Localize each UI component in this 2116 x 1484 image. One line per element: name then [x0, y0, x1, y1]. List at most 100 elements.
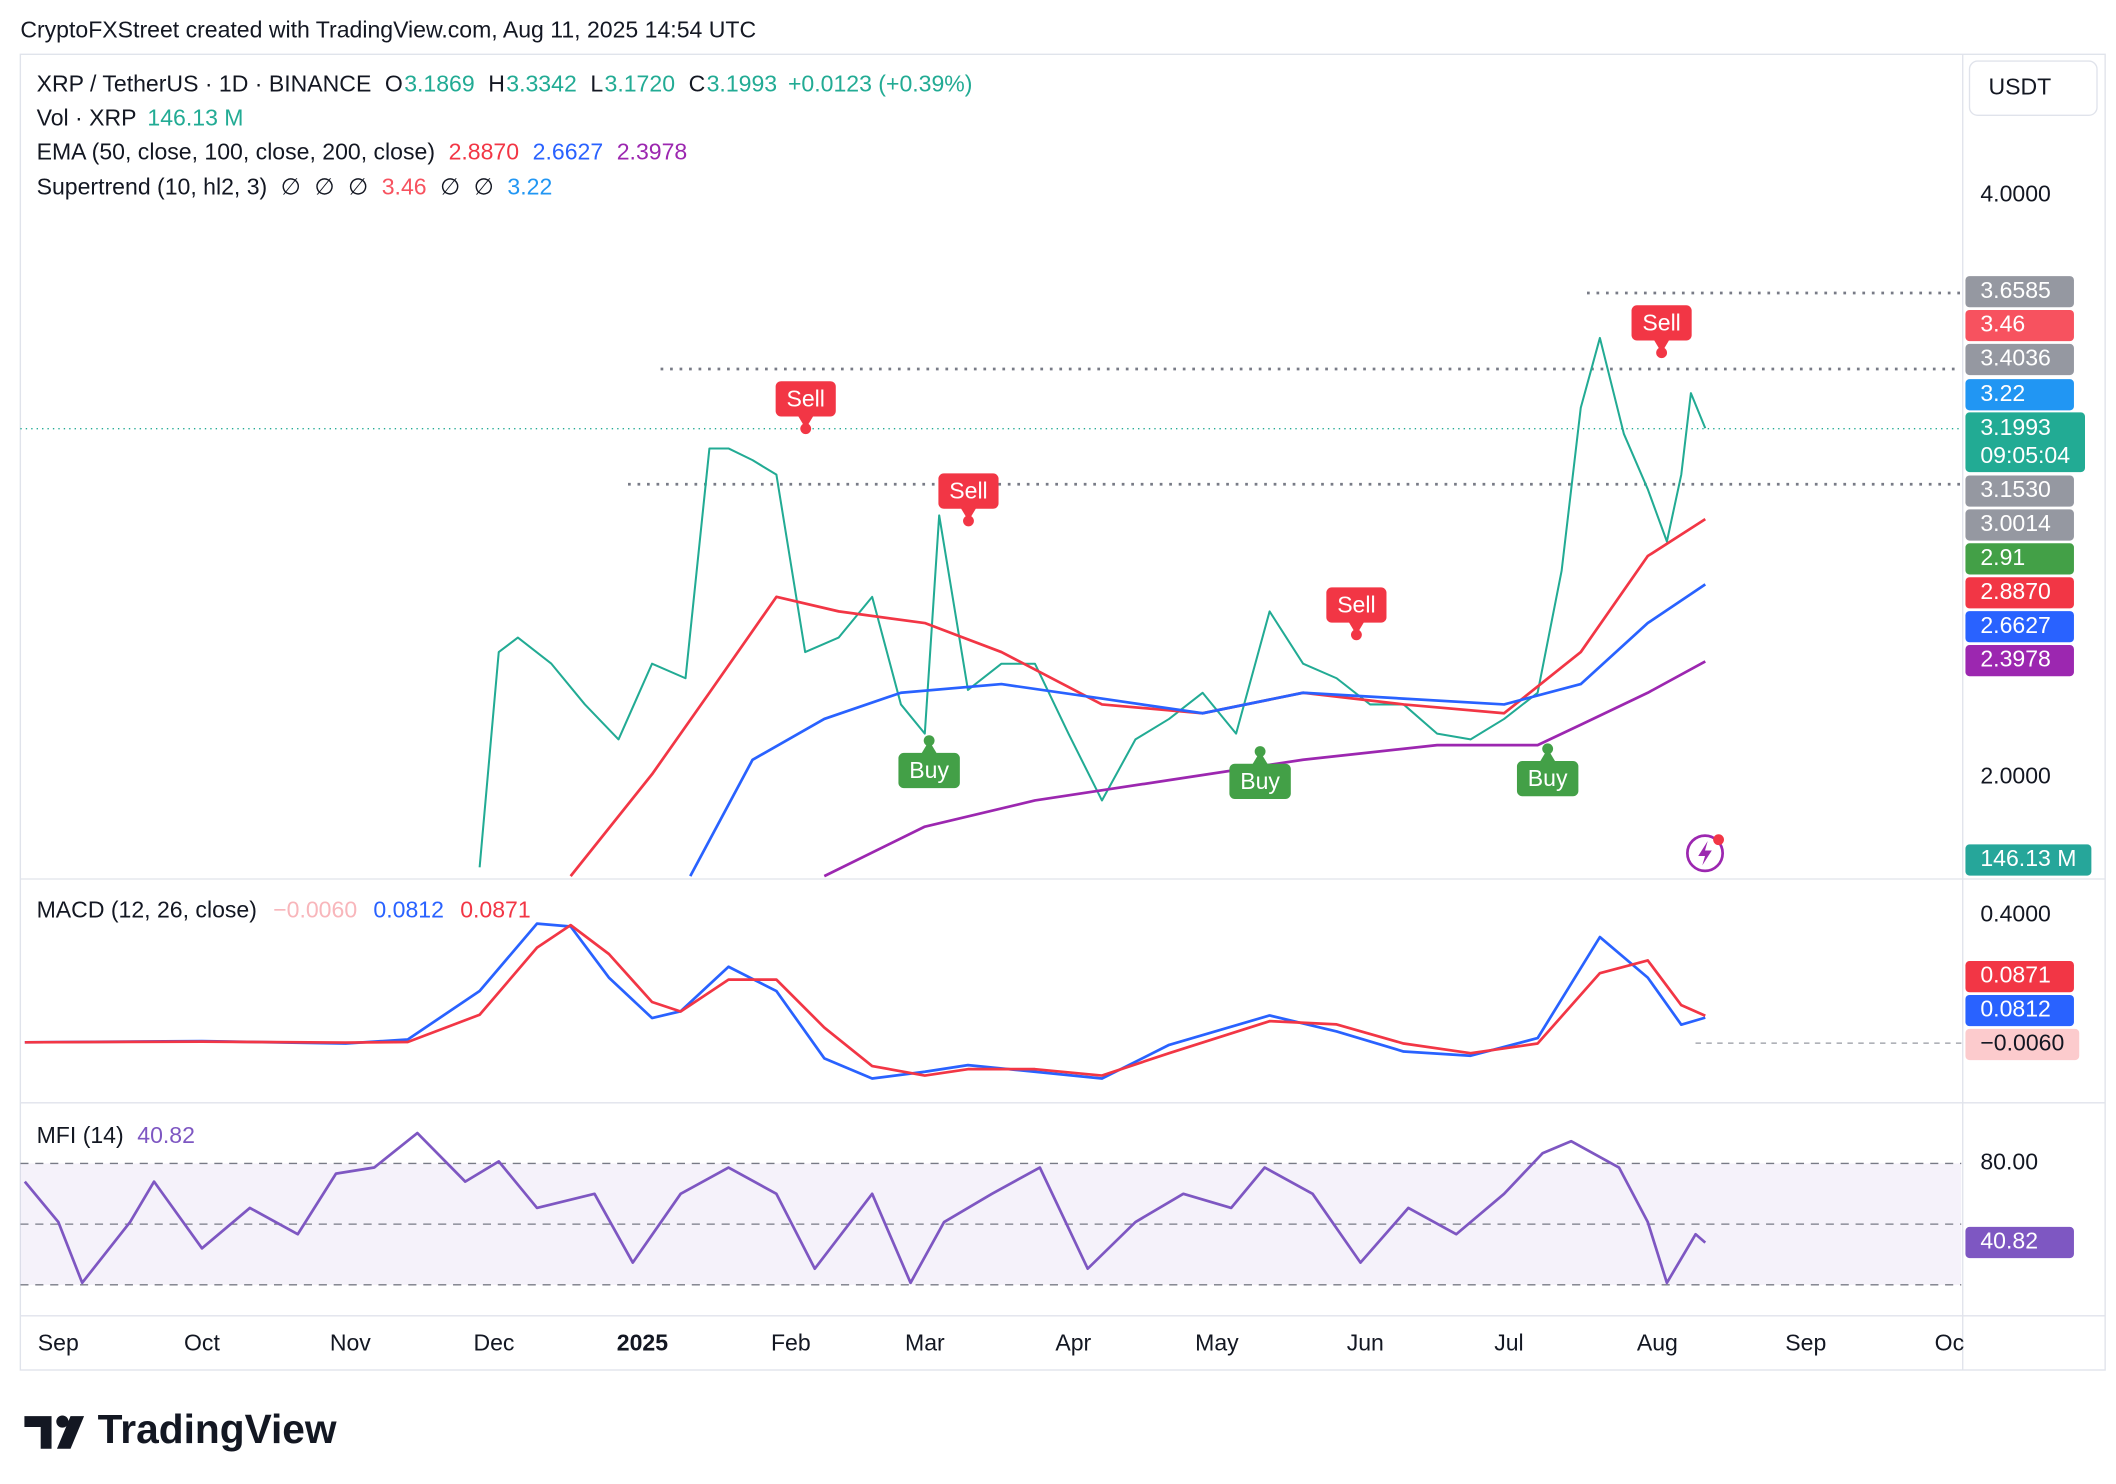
signal-box: [938, 473, 999, 509]
price-badge-text: 2.6627: [1980, 612, 2050, 638]
signal-box: [898, 752, 960, 789]
y-tick-label: 0.4000: [1980, 901, 2050, 927]
frame: [19, 53, 2106, 1371]
series-line: [689, 583, 1707, 877]
x-tick-label: Apr: [1055, 1329, 1091, 1355]
price-badge: [1965, 343, 2074, 376]
series-line: [23, 1131, 1707, 1285]
price-badge: [1965, 379, 2074, 411]
legend-text: 2.3978: [617, 138, 688, 164]
x-tick-label: Sep: [38, 1329, 79, 1355]
price-badge: [1965, 543, 2074, 575]
legend-text: 0.0812: [373, 897, 444, 923]
x-tick-label: Jul: [1494, 1329, 1523, 1355]
signal-pointer: [1653, 339, 1670, 353]
legend-text: O: [385, 71, 403, 97]
signal-pointer: [1251, 751, 1269, 766]
x-tick-label: Aug: [1637, 1329, 1678, 1355]
price-badge: [1965, 1226, 2074, 1259]
price-badge: [1965, 961, 2074, 993]
legend-text: 3.46: [382, 174, 427, 200]
series-line: [478, 336, 1707, 868]
currency-box: [1968, 60, 2098, 117]
price-badge-text: 3.22: [1980, 380, 2025, 406]
x-tick-label: Oc: [1935, 1329, 1964, 1355]
legend-text: EMA (50, close, 100, close, 200, close): [37, 138, 435, 164]
x-tick-label: Jun: [1347, 1329, 1384, 1355]
legend-text: C: [689, 71, 706, 97]
price-badge: [1965, 994, 2074, 1027]
legend-text: L: [590, 71, 603, 97]
legend-text: −0.0060: [273, 897, 357, 923]
signal-pointer: [921, 740, 938, 755]
legend-text: 146.13 M: [147, 105, 243, 131]
x-tick-label: Dec: [473, 1329, 514, 1355]
price-badge: [1965, 475, 2074, 507]
signal-dot: [800, 423, 812, 435]
series-line: [823, 660, 1706, 878]
legend-text: +0.0123 (+0.39%): [788, 71, 973, 97]
pane: [20, 1131, 1962, 1286]
pane: [478, 336, 1707, 878]
signal-box: [1516, 760, 1579, 797]
x-tick-label: Mar: [905, 1329, 945, 1355]
series-line: [569, 518, 1707, 877]
price-badge: [1965, 844, 2092, 876]
legend-text: Supertrend (10, hl2, 3): [37, 174, 268, 200]
signal-dot: [963, 515, 974, 527]
legend-text: MFI (14): [37, 1122, 124, 1148]
price-badge: [1965, 1028, 2080, 1061]
signal-dot: [1254, 746, 1266, 757]
signal-label: Sell: [1642, 309, 1680, 335]
signal-dot: [1542, 743, 1554, 755]
price-badge-text: 3.4036: [1980, 345, 2050, 371]
price-badge-text: 146.13 M: [1980, 845, 2076, 871]
legend-text: Vol · XRP: [37, 105, 137, 131]
logo-icon: [24, 1415, 85, 1449]
y-tick-label: 4.0000: [1980, 180, 2050, 206]
legend-text: 2.6627: [533, 138, 604, 164]
legend-text: ∅: [314, 174, 334, 200]
x-tick-label: Sep: [1785, 1329, 1826, 1355]
price-badge: [1965, 276, 2074, 308]
price-badge: [1965, 509, 2074, 541]
legend-text: H: [488, 71, 505, 97]
signal-pointer: [1348, 621, 1365, 635]
signal-pointer: [797, 415, 814, 429]
price-badge-text: 3.46: [1980, 311, 2025, 337]
legend-text: 0.0871: [460, 897, 531, 923]
signal-dot: [1350, 629, 1362, 641]
signal-label: Buy: [1240, 768, 1280, 794]
legend-text: 3.3342: [506, 71, 577, 97]
signal-label: Sell: [949, 478, 987, 504]
legend-text: MACD (12, 26, close): [37, 897, 257, 923]
attribution: CryptoFXStreet created with TradingView.…: [20, 16, 756, 42]
signal-pointer: [1539, 748, 1556, 763]
legend-text: 3.22: [507, 174, 552, 200]
price-badge: [1965, 577, 2074, 609]
legend-text: 40.82: [137, 1122, 195, 1148]
price-badge-text: −0.0060: [1980, 1030, 2064, 1056]
legend-text: 3.1993: [707, 71, 777, 97]
price-badge-text: 40.82: [1980, 1228, 2038, 1254]
series-line: [24, 923, 1706, 1077]
signal-label: Sell: [1337, 591, 1375, 617]
price-badge-subtext: 09:05:04: [1980, 442, 2070, 468]
price-badge: [1965, 611, 2074, 643]
signal-box: [1229, 763, 1291, 799]
legend-text: ∅: [474, 174, 494, 200]
y-tick-label: 80.00: [1980, 1149, 2038, 1175]
x-tick-label: 2025: [617, 1329, 668, 1355]
price-badge-text: 2.3978: [1980, 646, 2050, 672]
y-tick-label: 2.0000: [1980, 762, 2050, 788]
legend-text: XRP / TetherUS · 1D · BINANCE: [37, 71, 372, 97]
legend-text: ∅: [440, 174, 460, 200]
x-tick-label: Feb: [771, 1329, 811, 1355]
price-badge-text: 3.6585: [1980, 277, 2050, 303]
x-tick-label: Oct: [184, 1329, 220, 1355]
legend-text: ∅: [348, 174, 368, 200]
logo-text: TradingView: [98, 1406, 337, 1452]
